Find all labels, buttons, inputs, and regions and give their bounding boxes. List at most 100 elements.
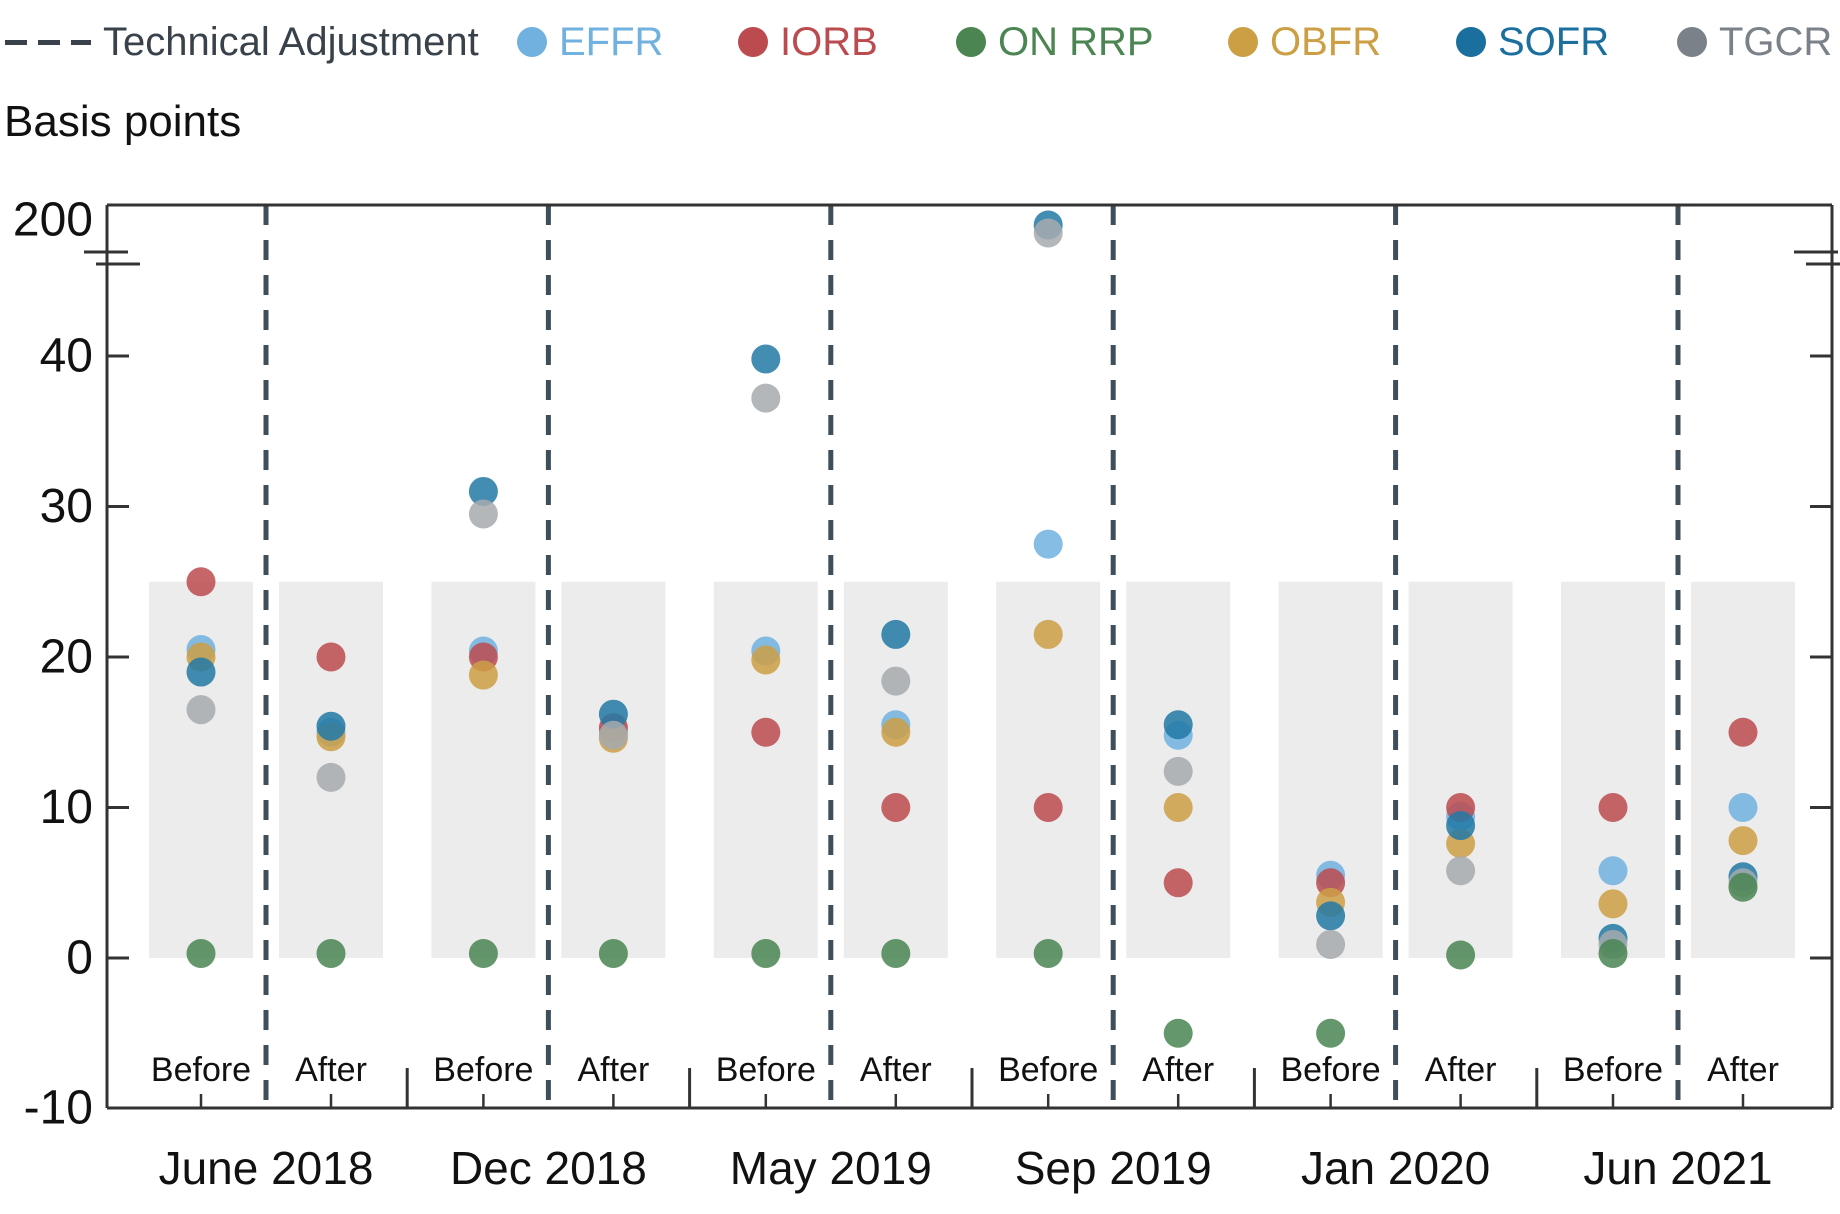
data-point-tgcr bbox=[468, 499, 498, 529]
data-point-sofr bbox=[1163, 710, 1193, 740]
sofr-dot-icon bbox=[1456, 27, 1486, 57]
data-point-on-rrp bbox=[1598, 938, 1628, 968]
data-point-obfr bbox=[1598, 889, 1628, 919]
y-tick-label: 0 bbox=[66, 932, 93, 985]
data-point-on-rrp bbox=[1316, 1018, 1346, 1048]
column-label: Before bbox=[1281, 1051, 1381, 1089]
on-rrp-dot-icon bbox=[956, 27, 986, 57]
data-point-sofr bbox=[598, 699, 628, 729]
column-label: Before bbox=[433, 1051, 533, 1089]
data-point-tgcr bbox=[1163, 756, 1193, 786]
column-label: After bbox=[577, 1051, 649, 1089]
data-point-obfr bbox=[751, 645, 781, 675]
shaded-band bbox=[1408, 581, 1513, 958]
data-point-effr bbox=[1728, 793, 1758, 822]
date-label: May 2019 bbox=[730, 1142, 932, 1194]
data-point-sofr bbox=[186, 657, 216, 687]
date-label: June 2018 bbox=[159, 1142, 374, 1194]
column-label: Before bbox=[716, 1051, 816, 1089]
data-point-iorb bbox=[881, 793, 911, 822]
data-point-sofr bbox=[1446, 811, 1476, 841]
data-point-sofr bbox=[1316, 901, 1346, 931]
data-point-tgcr bbox=[1316, 929, 1346, 959]
y-tick-label: 40 bbox=[40, 330, 93, 383]
column-label: Before bbox=[151, 1051, 251, 1089]
data-point-on-rrp bbox=[598, 938, 628, 968]
column-label: After bbox=[295, 1051, 367, 1089]
data-point-tgcr bbox=[598, 720, 628, 750]
legend-label-iorb: IORB bbox=[780, 20, 878, 64]
y-tick-label: 10 bbox=[40, 781, 93, 834]
legend-label-tgcr: TGCR bbox=[1719, 20, 1833, 64]
data-point-obfr bbox=[1728, 826, 1758, 856]
legend-label-on-rrp: ON RRP bbox=[998, 20, 1154, 64]
legend-label-technical-adjustment: Technical Adjustment bbox=[103, 20, 479, 64]
data-point-on-rrp bbox=[186, 938, 216, 968]
column-label: Before bbox=[998, 1051, 1098, 1089]
date-label: Sep 2019 bbox=[1015, 1142, 1212, 1194]
data-point-sofr bbox=[468, 476, 498, 506]
legend-item-tgcr: TGCR bbox=[1677, 0, 1832, 84]
legend-item-obfr: OBFR bbox=[1228, 0, 1381, 84]
legend-item-iorb: IORB bbox=[738, 0, 878, 84]
data-point-iorb bbox=[1728, 717, 1758, 747]
data-point-iorb bbox=[316, 642, 346, 672]
iorb-dot-icon bbox=[738, 27, 768, 57]
data-point-effr bbox=[1033, 529, 1063, 559]
data-point-on-rrp bbox=[1033, 938, 1063, 968]
shaded-band bbox=[561, 581, 666, 958]
data-point-on-rrp bbox=[316, 938, 346, 968]
legend-item-on-rrp: ON RRP bbox=[956, 0, 1154, 84]
data-point-on-rrp bbox=[881, 938, 911, 968]
technical-adjustment-dash-icon bbox=[5, 39, 91, 45]
data-point-obfr bbox=[1033, 619, 1063, 649]
data-point-tgcr bbox=[1033, 218, 1063, 248]
data-point-tgcr bbox=[881, 666, 911, 696]
legend-item-sofr: SOFR bbox=[1456, 0, 1609, 84]
date-label: Jun 2021 bbox=[1583, 1142, 1772, 1194]
data-point-iorb bbox=[1163, 868, 1193, 898]
column-label: After bbox=[1425, 1051, 1497, 1089]
column-label: After bbox=[860, 1051, 932, 1089]
data-point-tgcr bbox=[316, 762, 346, 792]
tgcr-dot-icon bbox=[1677, 27, 1707, 57]
data-point-iorb bbox=[751, 717, 781, 747]
data-point-sofr bbox=[316, 711, 346, 741]
legend-item-effr: EFFR bbox=[517, 0, 663, 84]
data-point-on-rrp bbox=[1728, 872, 1758, 902]
obfr-dot-icon bbox=[1228, 27, 1258, 57]
data-point-on-rrp bbox=[751, 938, 781, 968]
y-tick-label: 30 bbox=[40, 480, 93, 533]
legend: Technical Adjustment EFFR IORB ON RRP OBFR S… bbox=[0, 0, 1840, 84]
column-label: Before bbox=[1563, 1051, 1663, 1089]
data-point-iorb bbox=[1598, 793, 1628, 822]
data-point-on-rrp bbox=[1446, 940, 1476, 970]
data-point-on-rrp bbox=[468, 938, 498, 968]
y-axis-title: Basis points bbox=[4, 97, 242, 146]
y-tick-label: -10 bbox=[24, 1082, 93, 1135]
data-point-on-rrp bbox=[1163, 1018, 1193, 1048]
y-tick-label: 200 bbox=[13, 194, 93, 247]
data-point-obfr bbox=[881, 717, 911, 747]
data-point-sofr bbox=[751, 344, 781, 374]
data-point-tgcr bbox=[1446, 856, 1476, 886]
data-point-iorb bbox=[186, 567, 216, 597]
column-label: After bbox=[1707, 1051, 1779, 1089]
legend-label-obfr: OBFR bbox=[1270, 20, 1382, 64]
data-point-tgcr bbox=[751, 383, 781, 413]
effr-dot-icon bbox=[517, 27, 547, 57]
y-tick-label: 20 bbox=[40, 631, 93, 684]
data-point-effr bbox=[1598, 856, 1628, 886]
date-label: Jan 2020 bbox=[1301, 1142, 1490, 1194]
data-point-obfr bbox=[468, 660, 498, 690]
data-point-obfr bbox=[1163, 793, 1193, 822]
column-label: After bbox=[1142, 1051, 1214, 1089]
data-point-sofr bbox=[881, 619, 911, 649]
legend-item-technical-adjustment: Technical Adjustment bbox=[5, 0, 479, 84]
date-label: Dec 2018 bbox=[450, 1142, 647, 1194]
data-point-iorb bbox=[1033, 793, 1063, 822]
legend-label-effr: EFFR bbox=[559, 20, 664, 64]
legend-label-sofr: SOFR bbox=[1498, 20, 1610, 64]
